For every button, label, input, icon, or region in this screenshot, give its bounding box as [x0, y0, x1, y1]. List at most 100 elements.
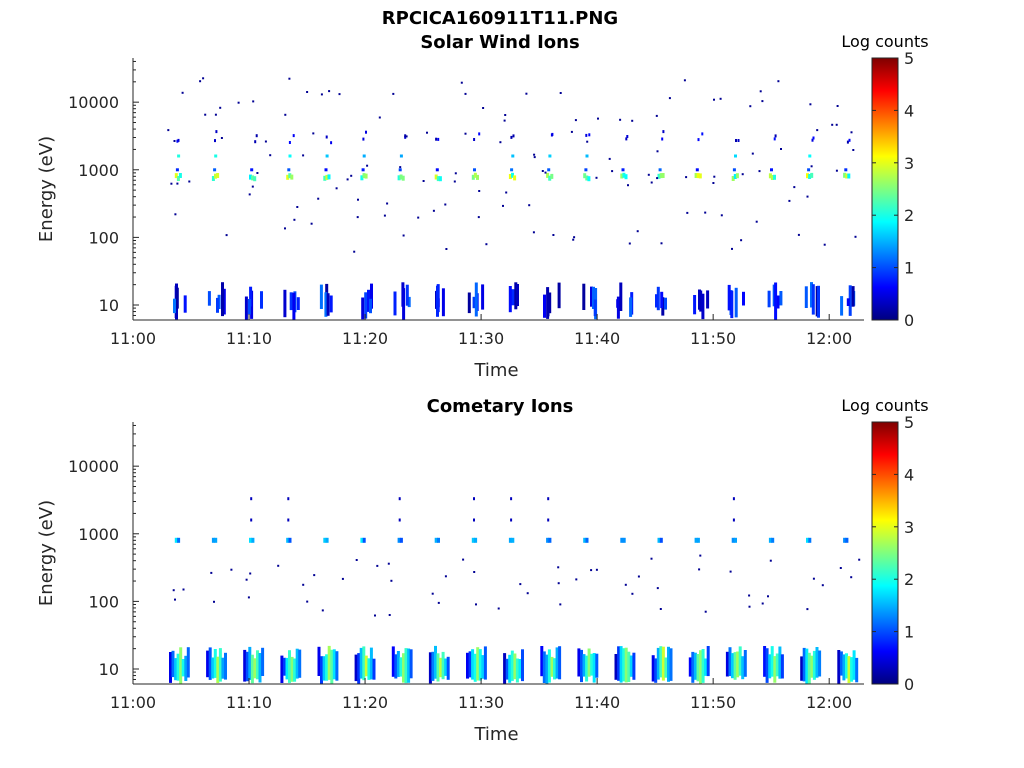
spectrogram-cell	[317, 197, 320, 200]
spectrogram-cell	[656, 150, 659, 153]
spectrogram-cell	[404, 134, 407, 138]
spectrogram-cell	[356, 216, 359, 219]
spectrogram-cell	[441, 651, 445, 680]
spectrogram-cell	[793, 186, 796, 189]
spectrogram-cell	[511, 172, 514, 178]
spectrogram-cell	[688, 657, 692, 677]
spectrogram-cell	[514, 282, 518, 310]
y-tick-label: 100	[88, 592, 119, 611]
spectrogram-cell	[546, 172, 550, 178]
spectrogram-cell	[175, 287, 179, 309]
spectrogram-cell	[811, 138, 814, 142]
spectrogram-cell	[770, 646, 774, 677]
spectrogram-cell	[720, 214, 723, 217]
spectrogram-cell	[505, 191, 508, 194]
spectrogram-cell	[845, 173, 849, 179]
spectrogram-cell	[428, 652, 432, 684]
spectrogram-cell	[176, 182, 179, 185]
spectrogram-cell	[836, 105, 839, 107]
panel-1-title: Solar Wind Ions	[420, 32, 579, 53]
spectrogram-cell	[661, 137, 664, 141]
spectrogram-cell	[773, 174, 776, 180]
spectrogram-cell	[390, 579, 393, 582]
spectrogram-cell	[590, 286, 593, 307]
spectrogram-cell	[225, 234, 228, 237]
spectrogram-cell	[823, 243, 826, 246]
spectrogram-cell	[367, 289, 370, 312]
spectrogram-cell	[250, 497, 253, 501]
spectrogram-cell	[845, 653, 848, 679]
spectrogram-cell	[806, 195, 809, 198]
spectrogram-cell	[219, 106, 222, 109]
spectrogram-cell	[778, 646, 782, 679]
spectrogram-cell	[478, 190, 481, 192]
spectrogram-cell	[698, 173, 702, 179]
spectrogram-cell	[557, 582, 560, 585]
spectrogram-cell	[426, 131, 428, 134]
spectrogram-cell	[731, 537, 735, 543]
spectrogram-cell	[622, 537, 626, 543]
spectrogram-cell	[519, 583, 522, 586]
spectrogram-cell	[831, 123, 834, 126]
spectrogram-cell	[627, 651, 631, 682]
spectrogram-cell	[393, 291, 397, 316]
spectrogram-cell	[222, 288, 226, 315]
spectrogram-cell	[437, 137, 440, 141]
x-tick-label: 11:30	[458, 329, 504, 348]
spectrogram-cell	[250, 168, 254, 172]
spectrogram-cell	[407, 648, 411, 683]
spectrogram-cell	[285, 657, 289, 680]
spectrogram-cell	[585, 154, 589, 158]
spectrogram-cell	[852, 650, 856, 680]
spectrogram-cell	[547, 497, 550, 501]
spectrogram-cell	[322, 656, 326, 681]
spectrogram-cell	[249, 174, 252, 180]
spectrogram-cell	[422, 180, 425, 182]
spectrogram-cell	[768, 173, 772, 179]
spectrogram-data	[169, 497, 861, 684]
spectrogram-cell	[369, 647, 373, 680]
spectrogram-cell	[216, 297, 219, 313]
spectrogram-cell	[626, 135, 629, 138]
spectrogram-cell	[546, 287, 550, 319]
spectrogram-cell	[776, 295, 780, 309]
spectrogram-cell	[362, 154, 366, 158]
spectrogram-cell	[434, 174, 438, 180]
spectrogram-cell	[840, 296, 844, 316]
spectrogram-cell	[835, 123, 838, 126]
spectrogram-cell	[174, 658, 178, 681]
spectrogram-cell	[691, 651, 695, 683]
spectrogram-cell	[706, 646, 710, 677]
spectrogram-cell	[245, 578, 248, 581]
spectrogram-cell	[453, 180, 456, 183]
spectrogram-cell	[362, 537, 366, 543]
spectrogram-cell	[734, 154, 737, 158]
spectrogram-cell	[620, 537, 624, 543]
spectrogram-cell	[202, 77, 205, 80]
spectrogram-cell	[525, 92, 528, 95]
spectrogram-cell	[464, 92, 467, 95]
colorbar-tick-label: 0	[904, 311, 914, 330]
spectrogram-cell	[324, 292, 328, 317]
spectrogram-cell	[805, 648, 809, 684]
spectrogram-cell	[806, 608, 809, 611]
spectrogram-cell	[780, 148, 782, 150]
spectrogram-cell	[533, 153, 536, 156]
spectrogram-cell	[848, 138, 851, 142]
spectrogram-cell	[362, 137, 365, 141]
spectrogram-cell	[364, 655, 368, 677]
spectrogram-cell	[473, 172, 477, 178]
spectrogram-cell	[656, 647, 660, 680]
spectrogram-cell	[508, 537, 512, 543]
spectrogram-cell	[173, 140, 176, 142]
spectrogram-cell	[546, 537, 550, 543]
spectrogram-cell	[460, 81, 463, 84]
x-tick-label: 11:10	[226, 329, 272, 348]
spectrogram-cell	[516, 284, 519, 306]
spectrogram-cell	[354, 654, 358, 682]
x-tick-label: 11:00	[110, 329, 156, 348]
spectrogram-cell	[858, 558, 861, 561]
spectrogram-cell	[775, 653, 779, 677]
spectrogram-cell	[850, 131, 853, 134]
spectrogram-cell	[587, 648, 591, 677]
